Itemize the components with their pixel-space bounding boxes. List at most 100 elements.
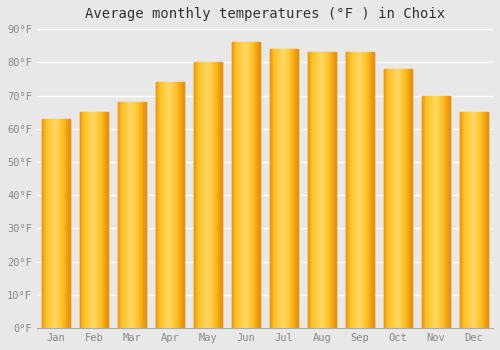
Bar xyxy=(388,69,389,328)
Bar xyxy=(132,102,133,328)
Bar xyxy=(328,52,329,328)
Bar xyxy=(80,112,82,328)
Bar xyxy=(431,96,432,328)
Bar xyxy=(402,69,403,328)
Bar xyxy=(316,52,317,328)
Bar xyxy=(449,96,450,328)
Bar xyxy=(443,96,444,328)
Bar xyxy=(297,49,298,328)
Bar xyxy=(246,42,247,328)
Bar xyxy=(84,112,86,328)
Bar xyxy=(398,69,399,328)
Bar xyxy=(232,42,233,328)
Bar xyxy=(179,82,180,328)
Bar xyxy=(62,119,63,328)
Bar xyxy=(217,62,218,328)
Bar xyxy=(350,52,351,328)
Bar xyxy=(441,96,442,328)
Bar xyxy=(56,119,57,328)
Bar xyxy=(204,62,205,328)
Bar xyxy=(130,102,132,328)
Bar xyxy=(145,102,146,328)
Bar xyxy=(256,42,257,328)
Bar xyxy=(167,82,168,328)
Bar xyxy=(103,112,104,328)
Bar xyxy=(195,62,196,328)
Bar xyxy=(242,42,243,328)
Bar xyxy=(385,69,386,328)
Bar xyxy=(384,69,385,328)
Bar xyxy=(54,119,55,328)
Bar xyxy=(182,82,183,328)
Bar xyxy=(220,62,221,328)
Bar xyxy=(236,42,237,328)
Bar xyxy=(393,69,394,328)
Bar xyxy=(315,52,316,328)
Bar xyxy=(122,102,124,328)
Bar xyxy=(170,82,171,328)
Bar xyxy=(87,112,88,328)
Bar xyxy=(366,52,367,328)
Bar xyxy=(290,49,291,328)
Bar xyxy=(159,82,160,328)
Bar xyxy=(407,69,408,328)
Bar xyxy=(156,82,157,328)
Bar xyxy=(429,96,430,328)
Bar xyxy=(44,119,45,328)
Bar xyxy=(205,62,206,328)
Bar xyxy=(59,119,60,328)
Bar xyxy=(126,102,128,328)
Bar xyxy=(234,42,235,328)
Bar xyxy=(129,102,130,328)
Bar xyxy=(467,112,468,328)
Bar xyxy=(278,49,279,328)
Bar xyxy=(311,52,312,328)
Bar xyxy=(411,69,412,328)
Bar xyxy=(235,42,236,328)
Bar xyxy=(333,52,334,328)
Bar xyxy=(206,62,207,328)
Bar xyxy=(353,52,354,328)
Bar xyxy=(162,82,163,328)
Bar xyxy=(463,112,464,328)
Bar xyxy=(49,119,50,328)
Bar xyxy=(296,49,297,328)
Bar xyxy=(69,119,70,328)
Bar xyxy=(432,96,433,328)
Bar xyxy=(211,62,212,328)
Bar xyxy=(329,52,330,328)
Bar xyxy=(425,96,426,328)
Bar xyxy=(470,112,471,328)
Bar xyxy=(244,42,245,328)
Bar xyxy=(288,49,289,328)
Bar xyxy=(199,62,200,328)
Bar xyxy=(275,49,276,328)
Bar xyxy=(218,62,220,328)
Bar xyxy=(462,112,463,328)
Bar xyxy=(460,112,461,328)
Bar xyxy=(464,112,465,328)
Bar xyxy=(276,49,277,328)
Bar xyxy=(480,112,481,328)
Bar xyxy=(171,82,172,328)
Bar xyxy=(365,52,366,328)
Bar xyxy=(335,52,336,328)
Bar xyxy=(282,49,283,328)
Bar xyxy=(53,119,54,328)
Bar xyxy=(294,49,295,328)
Bar xyxy=(435,96,436,328)
Bar xyxy=(166,82,167,328)
Bar xyxy=(430,96,431,328)
Bar xyxy=(354,52,355,328)
Bar xyxy=(485,112,486,328)
Bar xyxy=(325,52,326,328)
Bar xyxy=(133,102,134,328)
Bar xyxy=(347,52,348,328)
Bar xyxy=(60,119,61,328)
Bar xyxy=(45,119,46,328)
Bar xyxy=(312,52,313,328)
Bar xyxy=(355,52,356,328)
Bar xyxy=(233,42,234,328)
Bar xyxy=(320,52,321,328)
Bar xyxy=(386,69,387,328)
